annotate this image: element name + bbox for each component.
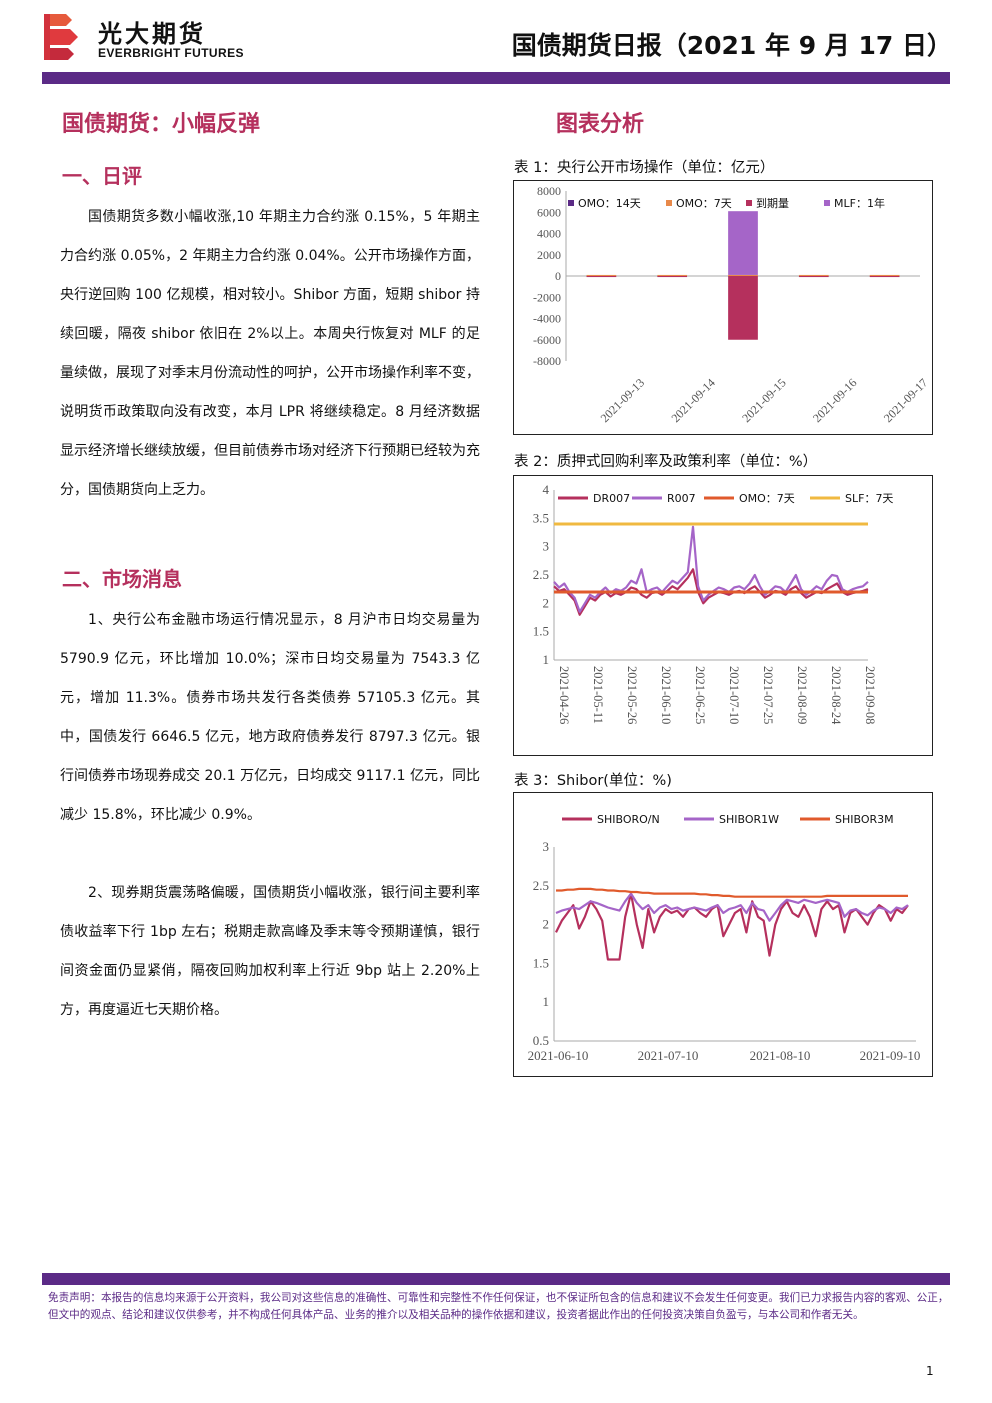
x-tick-label: 2021-09-13 [598, 376, 647, 425]
y-tick-label: -4000 [533, 312, 561, 326]
page-number: 1 [926, 1364, 934, 1378]
footer-divider [42, 1273, 950, 1285]
y-tick-label: -8000 [533, 354, 561, 368]
y-tick-label: 1.5 [533, 624, 549, 639]
chart-caption: 表 2：质押式回购利率及政策利率（单位：%） [514, 454, 818, 470]
x-tick-label: 2021-09-14 [668, 376, 717, 425]
x-tick-label: 2021-05-26 [625, 666, 639, 724]
series-line-shiboro-n [555, 892, 909, 961]
legend-label: OMO：7天 [676, 197, 732, 210]
y-tick-label: 0 [555, 269, 561, 283]
y-tick-label: 2000 [537, 248, 561, 262]
legend-label: SHIBORO/N [597, 813, 660, 826]
legend-swatch [746, 200, 752, 206]
y-tick-label: 1.5 [533, 955, 549, 970]
brand-name: 光大期货 [98, 20, 206, 48]
y-tick-label: -6000 [533, 333, 561, 347]
x-tick-label: 2021-07-25 [761, 666, 775, 724]
legend-label: SLF：7天 [845, 492, 893, 505]
charts-section-title: 图表分析 [556, 112, 645, 137]
x-tick-label: 2021-08-10 [750, 1048, 811, 1063]
series-line-shibor3m [556, 887, 908, 898]
bar-到期量 [586, 276, 617, 278]
y-tick-label: 8000 [537, 184, 561, 198]
chart-caption: 表 1：央行公开市场操作（单位：亿元） [514, 160, 775, 176]
bar-到期量 [798, 276, 829, 278]
y-tick-label: 2.5 [533, 567, 549, 582]
bar-OMO：7天 [657, 274, 688, 276]
disclaimer-text: 免责声明：本报告的信息均来源于公开资料，我公司对这些信息的准确性、可靠性和完整性… [48, 1292, 949, 1321]
legend-swatch [568, 200, 574, 206]
x-tick-label: 2021-09-15 [739, 376, 788, 425]
chart-svg: 3 2.5 2 1.5 1 0.5 SHIBORO/N SHIBOR1W SHIBOR3M 202… [528, 813, 921, 1063]
x-tick-label: 2021-06-10 [528, 1048, 589, 1063]
article-title: 国债期货：小幅反弹 [62, 112, 261, 137]
x-tick-label: 2021-08-24 [829, 666, 843, 725]
x-tick-label: 2021-08-09 [795, 666, 809, 724]
bar-OMO：7天 [586, 274, 617, 276]
bar-到期量 [728, 276, 758, 340]
y-tick-label: 3 [543, 539, 550, 554]
y-tick-label: 4 [543, 482, 550, 497]
bar-MLF：1年 [728, 211, 758, 275]
bar-OMO：7天 [798, 274, 829, 276]
everbright-logo [44, 14, 78, 60]
y-tick-label: 6000 [537, 205, 561, 219]
y-tick-label: 2 [543, 917, 550, 932]
series-line-shibor1w [555, 892, 909, 922]
x-tick-label: 2021-04-26 [557, 666, 571, 724]
bar-OMO：7天 [728, 274, 758, 276]
y-tick-label: -2000 [533, 290, 561, 304]
legend-label: OMO：7天 [739, 492, 795, 505]
legend-label: 到期量 [756, 197, 789, 210]
y-tick-label: 0.5 [533, 1033, 549, 1048]
legend-swatch [824, 200, 830, 206]
chart-repo-rates: 4 3.5 3 2.5 2 1.5 1 DR007 R007 OMO：7天 SLF：7天 2021-0… [513, 475, 933, 756]
x-tick-label: 2021-09-17 [881, 376, 930, 425]
chart-open-market-operations: 8000 6000 4000 2000 0 -2000 -4000 -6000 -8000 OMO… [513, 180, 933, 435]
legend-label: OMO：14天 [578, 197, 641, 210]
y-tick-label: 4000 [537, 227, 561, 241]
chart-caption: 表 3：Shibor(单位：%) [514, 773, 672, 789]
x-tick-label: 2021-09-16 [810, 376, 859, 425]
x-tick-label: 2021-09-10 [860, 1048, 921, 1063]
market-news-paragraph-1: 1、央行公布金融市场运行情况显示，8 月沪市日均交易量为 5790.9 亿元，环… [60, 612, 480, 823]
x-tick-label: 2021-09-08 [863, 666, 877, 724]
section-heading-market-news: 二、市场消息 [62, 567, 182, 591]
legend-label: SHIBOR3M [835, 813, 894, 826]
legend-swatch [666, 200, 672, 206]
y-tick-label: 2.5 [533, 878, 549, 893]
legend-label: SHIBOR1W [719, 813, 779, 826]
bar-OMO：7天 [869, 274, 900, 276]
legend-label: MLF：1年 [834, 196, 885, 210]
chart-svg: 4 3.5 3 2.5 2 1.5 1 DR007 R007 OMO：7天 SLF：7天 2021-0… [533, 482, 894, 725]
x-tick-label: 2021-07-10 [638, 1048, 699, 1063]
bar-到期量 [869, 276, 900, 278]
y-tick-label: 3.5 [533, 510, 549, 525]
y-tick-label: 3 [543, 839, 550, 854]
daily-review-paragraph: 国债期货多数小幅收涨,10 年期主力合约涨 0.15%，5 年期主力合约涨 0.… [60, 209, 480, 498]
market-news-paragraph-2: 2、现券期货震荡略偏暖，国债期货小幅收涨，银行间主要利率债收益率下行 1bp 左… [60, 885, 480, 1018]
x-tick-label: 2021-07-10 [727, 666, 741, 724]
legend-label: R007 [667, 492, 696, 505]
series-line-r007 [553, 525, 869, 613]
y-tick-label: 1 [543, 994, 550, 1009]
chart-svg: 8000 6000 4000 2000 0 -2000 -4000 -6000 -8000 OMO… [533, 184, 930, 425]
y-tick-label: 2 [543, 595, 550, 610]
x-tick-label: 2021-06-10 [659, 666, 673, 724]
x-tick-label: 2021-05-11 [591, 666, 605, 724]
chart-shibor: 3 2.5 2 1.5 1 0.5 SHIBORO/N SHIBOR1W SHIBOR3M 202… [513, 792, 933, 1077]
x-tick-label: 2021-06-25 [693, 666, 707, 724]
legend-label: DR007 [593, 492, 630, 505]
header-divider [42, 72, 950, 84]
bar-到期量 [657, 276, 688, 278]
report-title: 国债期货日报（2021 年 9 月 17 日） [511, 31, 952, 60]
brand-english-name: EVERBRIGHT FUTURES [98, 46, 244, 60]
y-tick-label: 1 [543, 652, 550, 667]
section-heading-daily-review: 一、日评 [62, 164, 142, 188]
